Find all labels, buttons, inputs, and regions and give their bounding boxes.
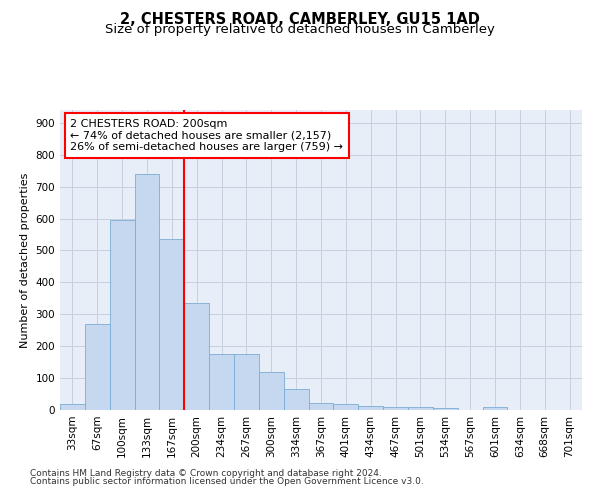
Bar <box>60 404 85 410</box>
Bar <box>408 408 433 410</box>
Text: 2, CHESTERS ROAD, CAMBERLEY, GU15 1AD: 2, CHESTERS ROAD, CAMBERLEY, GU15 1AD <box>120 12 480 28</box>
Bar <box>234 354 259 410</box>
Bar <box>284 390 308 410</box>
Bar <box>433 408 458 410</box>
Text: Contains HM Land Registry data © Crown copyright and database right 2024.: Contains HM Land Registry data © Crown c… <box>30 468 382 477</box>
Bar <box>160 240 184 410</box>
Bar <box>209 354 234 410</box>
Bar <box>134 174 160 410</box>
Bar <box>184 303 209 410</box>
Text: Size of property relative to detached houses in Camberley: Size of property relative to detached ho… <box>105 22 495 36</box>
Bar <box>259 372 284 410</box>
Bar <box>334 404 358 410</box>
Text: 2 CHESTERS ROAD: 200sqm
← 74% of detached houses are smaller (2,157)
26% of semi: 2 CHESTERS ROAD: 200sqm ← 74% of detache… <box>70 119 343 152</box>
Text: Contains public sector information licensed under the Open Government Licence v3: Contains public sector information licen… <box>30 477 424 486</box>
Bar <box>308 403 334 410</box>
Bar <box>358 406 383 410</box>
Bar <box>482 408 508 410</box>
Y-axis label: Number of detached properties: Number of detached properties <box>20 172 30 348</box>
Bar <box>383 408 408 410</box>
Bar <box>85 324 110 410</box>
Bar <box>110 220 134 410</box>
